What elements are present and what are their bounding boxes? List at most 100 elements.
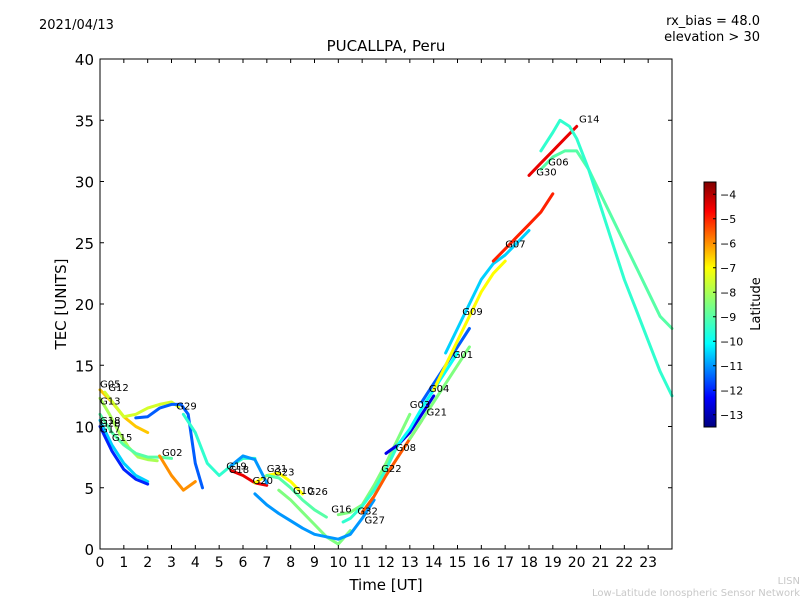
colorbar-ticks: −4 −5 −6 −7 −8 −9 −10 −11 −12 −13 xyxy=(713,188,743,422)
y-tick-label: 20 xyxy=(75,296,94,314)
sat-label-layer: G05G12G13G18G28G17G15G29G02G19G18G20G31G… xyxy=(100,115,599,527)
y-tick-label: 0 xyxy=(84,541,94,559)
x-tick-label: 4 xyxy=(191,555,200,571)
date-label: 2021/04/13 xyxy=(39,18,114,33)
sat-label: G31 xyxy=(267,464,287,475)
colorbar-tick-label: −5 xyxy=(720,213,736,226)
x-tick-label: 23 xyxy=(639,555,657,571)
x-tick-label: 16 xyxy=(472,555,490,571)
colorbar-tick-label: −6 xyxy=(720,237,736,250)
x-axis: 0 1 2 3 4 5 6 7 8 9 10 11 12 13 14 15 16 17 18 19 20 21 22 23 xyxy=(96,59,657,571)
sat-label: G02 xyxy=(162,448,182,459)
colorbar-tick-label: −13 xyxy=(720,409,743,422)
y-tick-label: 40 xyxy=(75,51,94,69)
colorbar-tick-label: −9 xyxy=(720,311,736,324)
y-tick-label: 5 xyxy=(84,480,94,498)
colorbar-tick-label: −10 xyxy=(720,335,743,348)
series-g02 xyxy=(158,454,197,492)
series-g10 xyxy=(277,488,352,546)
x-tick-label: 5 xyxy=(215,555,224,571)
sat-label: G07 xyxy=(505,240,525,251)
sat-label: G04 xyxy=(429,384,449,395)
x-tick-label: 14 xyxy=(425,555,443,571)
rx-bias-label: rx_bias = 48.0 xyxy=(666,14,760,29)
colorbar-tick-label: −11 xyxy=(720,360,743,373)
series-layer xyxy=(98,118,674,546)
series-g18 xyxy=(98,418,150,484)
sat-label: G20 xyxy=(253,476,273,487)
series-g14 xyxy=(539,118,674,398)
sat-label: G28 xyxy=(100,419,120,430)
sat-label: G29 xyxy=(176,401,196,412)
sat-label: G06 xyxy=(548,158,568,169)
x-tick-label: 7 xyxy=(262,555,271,571)
x-tick-label: 12 xyxy=(377,555,395,571)
series-g27 xyxy=(341,443,400,524)
sat-label: G19 xyxy=(226,461,246,472)
sat-label: G14 xyxy=(579,115,599,126)
series-g19 xyxy=(229,469,269,487)
x-tick-label: 1 xyxy=(119,555,128,571)
sat-label: G21 xyxy=(427,408,447,419)
x-tick-label: 11 xyxy=(353,555,371,571)
sat-label: G18 xyxy=(229,465,249,476)
colorbar: −4 −5 −6 −7 −8 −9 −10 −11 −12 −13 Latitude xyxy=(703,181,764,428)
sat-label: G13 xyxy=(100,396,120,407)
series-g09 xyxy=(444,229,531,355)
x-tick-label: 22 xyxy=(615,555,633,571)
colorbar-tick-label: −7 xyxy=(720,262,736,275)
x-tick-label: 6 xyxy=(239,555,248,571)
series-g28 xyxy=(98,425,150,486)
sat-label: G26 xyxy=(307,487,327,498)
x-tick-label: 2 xyxy=(143,555,152,571)
sat-label: G15 xyxy=(112,433,132,444)
series-g06 xyxy=(539,149,674,330)
sat-label: G16 xyxy=(331,504,351,515)
y-axis-label: TEC [UNITS] xyxy=(52,259,70,351)
x-tick-label: 18 xyxy=(520,555,538,571)
sat-label: G23 xyxy=(274,468,294,479)
x-tick-label: 9 xyxy=(310,555,319,571)
series-g29 xyxy=(134,402,204,490)
x-tick-label: 17 xyxy=(496,555,514,571)
x-tick-label: 3 xyxy=(167,555,176,571)
sat-label: G12 xyxy=(108,383,128,394)
series-g31 xyxy=(229,454,269,485)
series-g30 xyxy=(527,124,579,177)
y-tick-label: 35 xyxy=(75,112,94,130)
sat-label: G09 xyxy=(462,307,482,318)
x-tick-label: 21 xyxy=(592,555,610,571)
x-tick-label: 13 xyxy=(401,555,419,571)
y-tick-label: 25 xyxy=(75,235,94,253)
credit-short: LISN xyxy=(777,576,800,587)
y-axis: 0 5 10 15 20 25 30 35 40 xyxy=(75,51,672,559)
sat-label: G05 xyxy=(100,379,120,390)
x-tick-label: 8 xyxy=(286,555,295,571)
sat-label: G03 xyxy=(410,400,430,411)
colorbar-tick-label: −8 xyxy=(720,286,736,299)
colorbar-tick-label: −4 xyxy=(720,188,736,201)
series-g03 xyxy=(396,351,459,447)
elevation-label: elevation > 30 xyxy=(664,30,760,45)
sat-label: G22 xyxy=(381,464,401,475)
series-g23 xyxy=(265,474,328,519)
sat-label: G18 xyxy=(100,416,120,427)
sat-label: G10 xyxy=(293,486,313,497)
x-axis-label: Time [UT] xyxy=(348,576,422,594)
x-tick-label: 0 xyxy=(96,555,105,571)
x-tick-label: 10 xyxy=(329,555,347,571)
sat-label: G32 xyxy=(357,507,377,518)
x-tick-label: 20 xyxy=(568,555,586,571)
series-g07 xyxy=(491,192,555,263)
y-tick-label: 10 xyxy=(75,419,94,437)
chart-title: PUCALLPA, Peru xyxy=(326,37,446,55)
y-tick-label: 30 xyxy=(75,174,94,192)
series-g21 xyxy=(408,345,471,441)
series-g01 xyxy=(432,259,507,392)
colorbar-tick-label: −12 xyxy=(720,384,743,397)
sat-label: G08 xyxy=(396,443,416,454)
series-g08 xyxy=(384,394,436,455)
series-g12 xyxy=(103,390,181,419)
colorbar-label: Latitude xyxy=(749,277,764,331)
